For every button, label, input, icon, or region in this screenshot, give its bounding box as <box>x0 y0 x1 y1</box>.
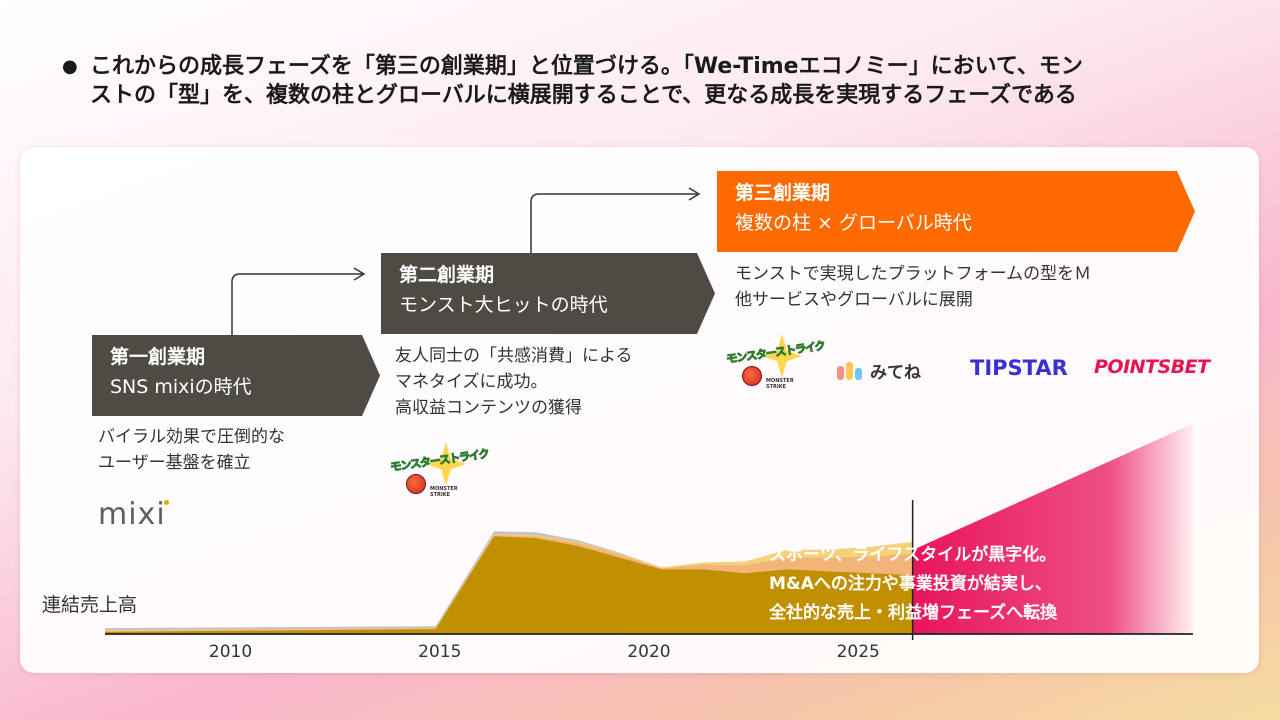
x-tick-label: 2015 <box>418 642 462 662</box>
phase-2-banner: 第二創業期 モンスト大ヒットの時代 <box>381 253 715 334</box>
monster-ball-icon <box>406 474 426 494</box>
phase-2-desc-line: マネタイズに成功。 <box>395 372 548 392</box>
connector-1-2 <box>231 273 362 335</box>
connector-1-2-arrowhead <box>353 267 366 281</box>
y-axis-label: 連結売上高 <box>42 594 138 616</box>
x-tick-label: 2010 <box>208 642 253 662</box>
phase-2-title: 第二創業期 <box>399 264 495 286</box>
callout-line: 全社的な売上・利益増フェーズへ転換 <box>769 603 1058 623</box>
phase-1-title: 第一創業期 <box>110 346 206 368</box>
mitene-logo: みてね <box>837 358 921 383</box>
phase-1-desc-line: バイラル効果で圧倒的な <box>98 427 285 447</box>
mitene-logo-text: みてね <box>870 363 921 383</box>
mixi-logo-text: mixi <box>98 497 166 532</box>
tipstar-logo: TIPSTAR <box>970 356 1068 380</box>
callout-line: スポーツ、ライフスタイルが黒字化。 <box>769 545 1057 565</box>
monster-ball-icon <box>742 366 762 386</box>
mixi-logo-dot <box>164 500 169 505</box>
phase-2-subtitle: モンスト大ヒットの時代 <box>399 294 608 316</box>
pointsbet-logo: POINTSBET <box>1094 356 1210 378</box>
connector-2-3-arrowhead <box>688 187 701 201</box>
phase-3-title: 第三創業期 <box>735 182 831 204</box>
phase-2-desc-line: 友人同士の「共感消費」による <box>395 346 633 366</box>
phase-3-desc-line: モンストで実現したプラットフォームの型をＭ <box>735 264 1092 284</box>
phase-1-desc-line: ユーザー基盤を確立 <box>98 453 251 473</box>
x-tick-label: 2025 <box>836 642 880 662</box>
forecast-callout: スポーツ、ライフスタイルが黒字化。 M&Aへの注力や事業投資が結実し、 全社的な… <box>769 541 1057 628</box>
phase-2-description: 友人同士の「共感消費」による マネタイズに成功。 高収益コンテンツの獲得 <box>395 343 633 421</box>
connector-2-3 <box>530 193 697 253</box>
monster-strike-logo: モンスターストライク MONSTER STRIKE <box>386 438 490 502</box>
phase-2-desc-line: 高収益コンテンツの獲得 <box>395 398 582 418</box>
header-text: これからの成長フェーズを「第三の創業期」と位置づける。「We-Timeエコノミー… <box>90 52 1083 110</box>
phase-3-banner: 第三創業期 複数の柱 × グローバル時代 <box>717 171 1195 252</box>
x-tick-label: 2020 <box>627 642 671 662</box>
forecast-area <box>912 423 1193 634</box>
phase-1-banner: 第一創業期 SNS mixiの時代 <box>92 335 380 416</box>
mixi-logo: mixi <box>98 497 169 532</box>
phase-3-description: モンストで実現したプラットフォームの型をＭ 他サービスやグローバルに展開 <box>735 261 1091 313</box>
monster-strike-logo-2: モンスターストライク MONSTER STRIKE <box>722 330 826 394</box>
monster-strike-tag: MONSTER STRIKE <box>430 486 458 498</box>
revenue-series-area-0 <box>105 536 913 634</box>
phase-1-description: バイラル効果で圧倒的な ユーザー基盤を確立 <box>98 424 285 476</box>
bullet-marker: ● <box>62 56 78 77</box>
header-line-2: ストの「型」を、複数の柱とグローバルに横展開することで、更なる成長を実現するフェ… <box>90 83 1077 108</box>
phase-1-subtitle: SNS mixiの時代 <box>110 376 252 398</box>
revenue-areas <box>105 531 913 634</box>
mitene-mark-icon <box>837 361 862 380</box>
monster-strike-tag: MONSTER STRIKE <box>766 378 794 390</box>
phase-3-desc-line: 他サービスやグローバルに展開 <box>735 290 973 310</box>
header-line-1: これからの成長フェーズを「第三の創業期」と位置づける。「We-Timeエコノミー… <box>90 54 1083 79</box>
callout-line: M&Aへの注力や事業投資が結実し、 <box>769 574 1052 594</box>
phase-3-subtitle: 複数の柱 × グローバル時代 <box>735 212 972 234</box>
page-header: ● これからの成長フェーズを「第三の創業期」と位置づける。「We-Timeエコノ… <box>62 52 1252 110</box>
